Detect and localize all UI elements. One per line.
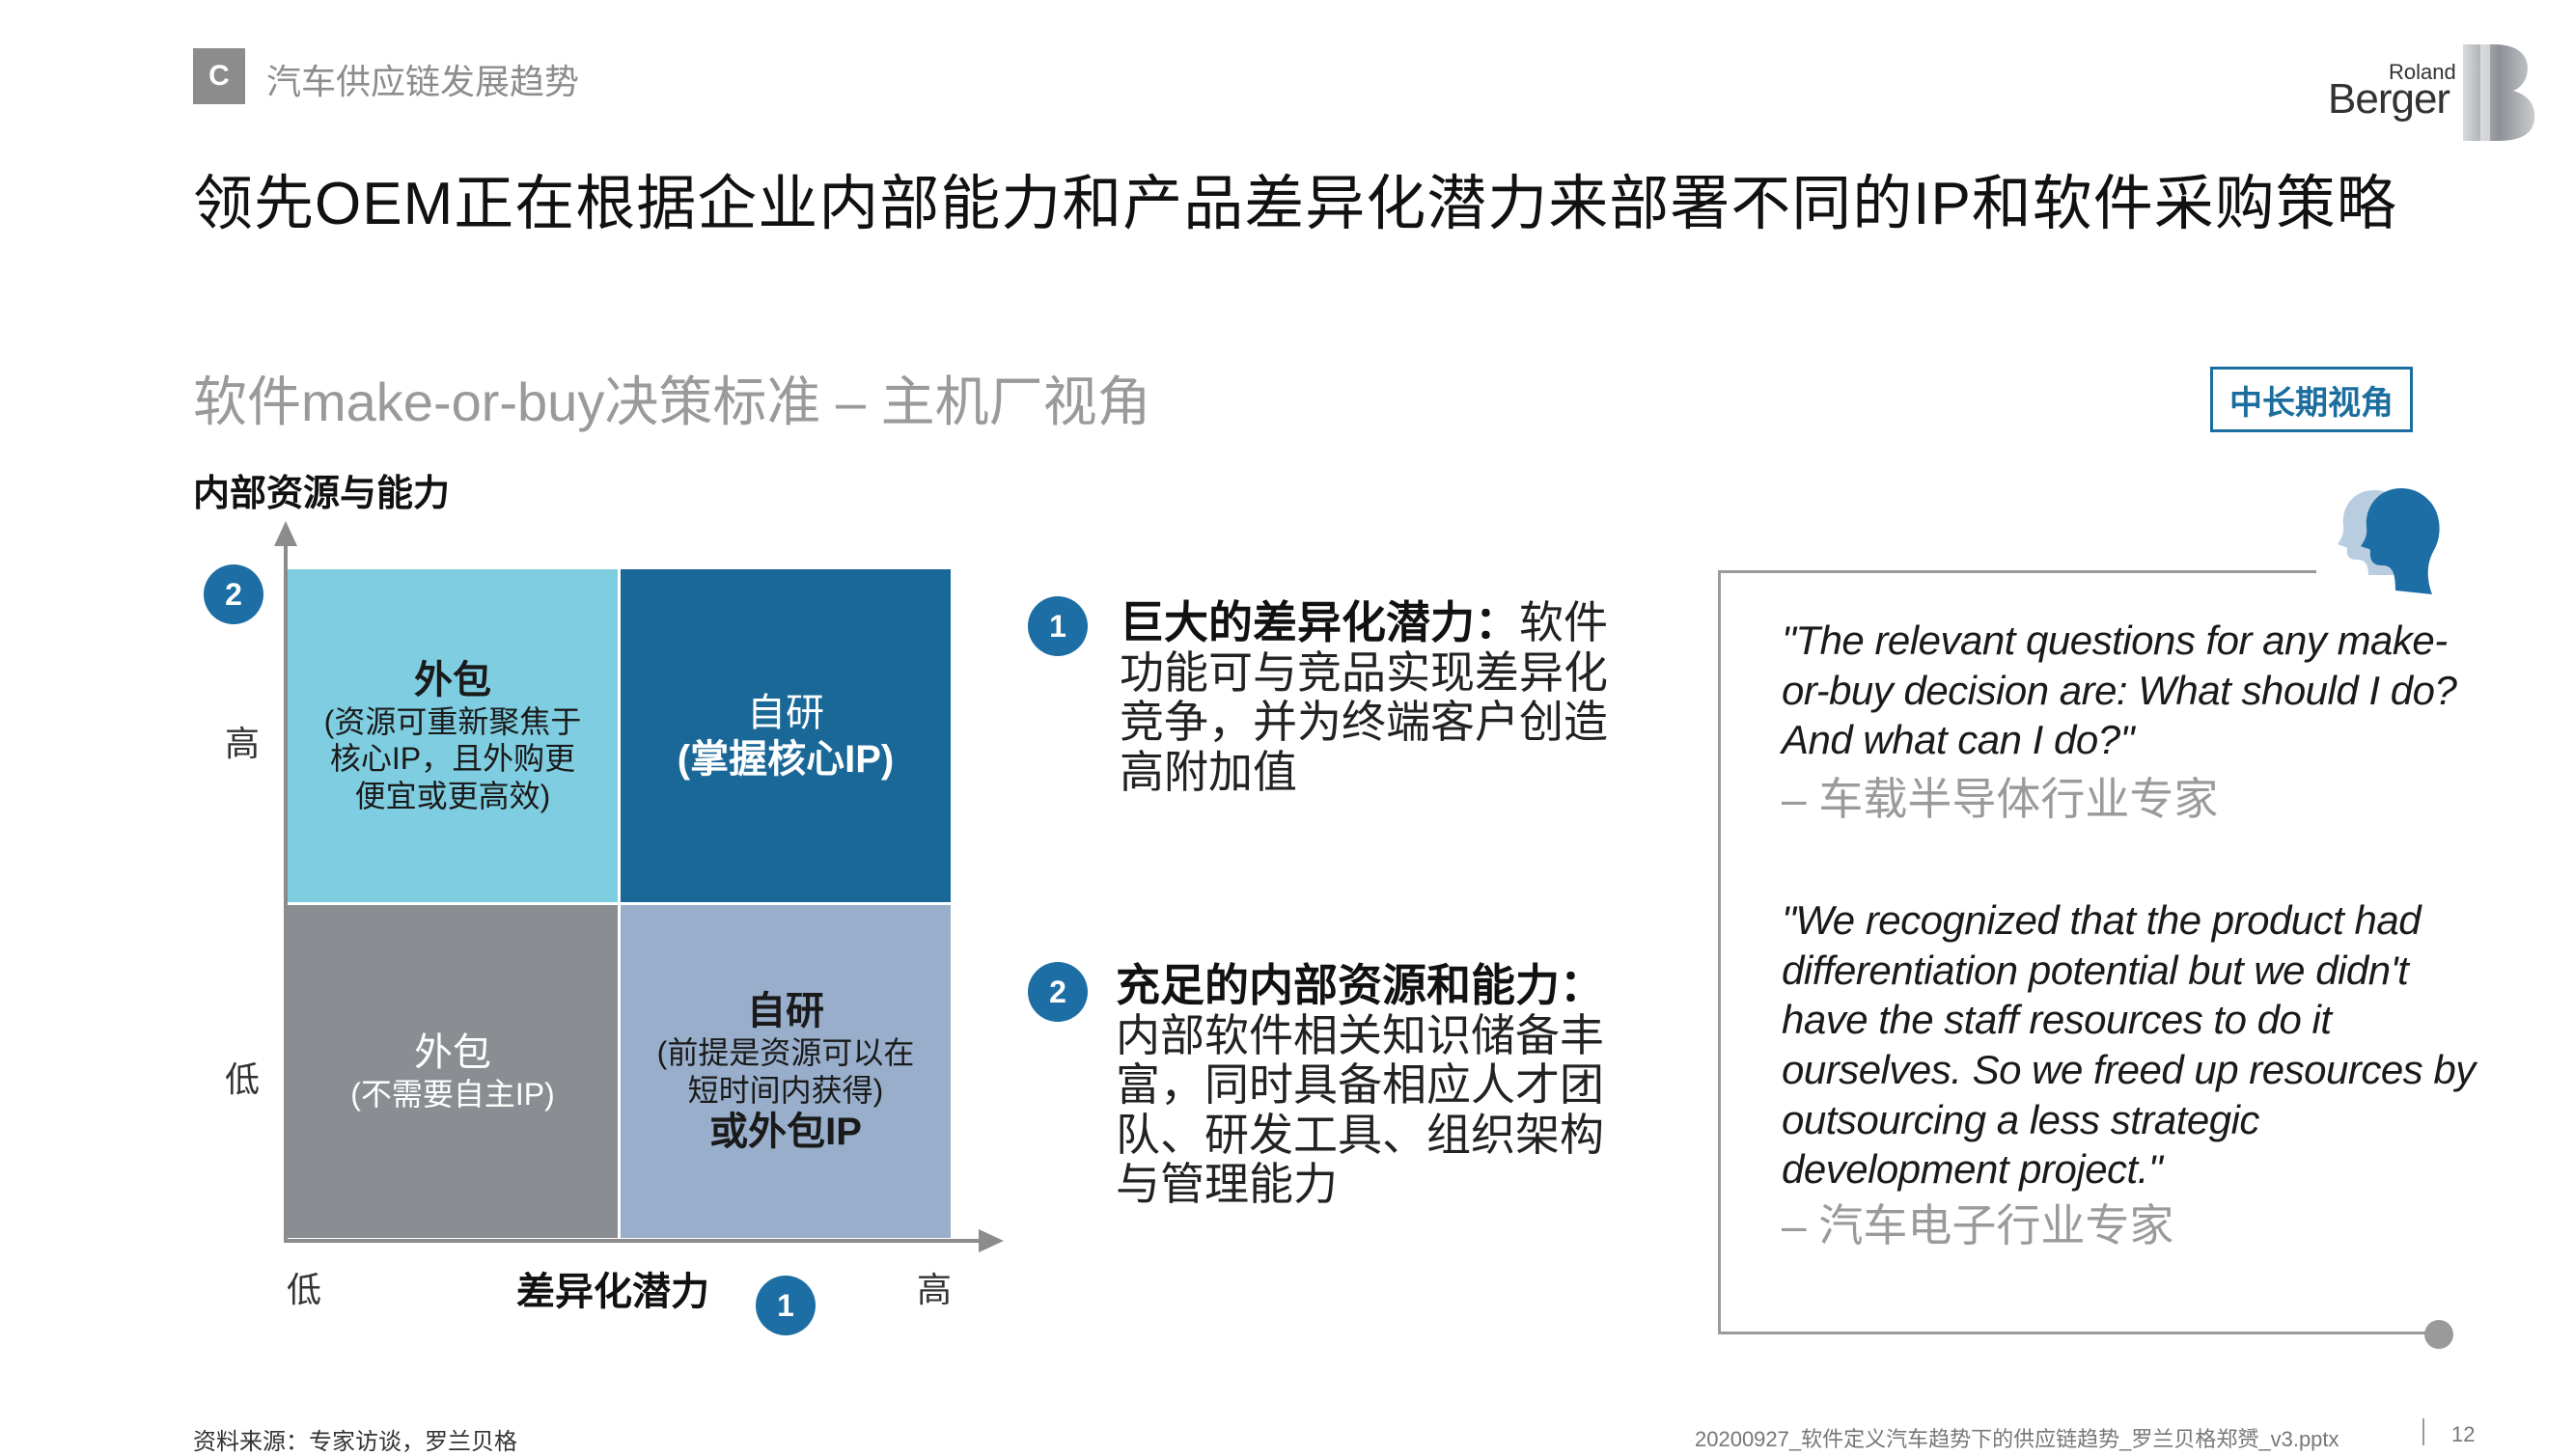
quadrant-note: (掌握核心IP) xyxy=(677,737,895,781)
y-axis-marker: 2 xyxy=(204,564,263,624)
y-axis-arrow-icon xyxy=(274,521,297,546)
y-axis-title: 内部资源与能力 xyxy=(193,474,451,514)
x-tick-low: 低 xyxy=(287,1270,322,1309)
page-title: 领先OEM正在根据企业内部能力和产品差异化潜力来部署不同的IP和软件采购策略 xyxy=(193,171,2397,237)
quote-1: "The relevant questions for any make-or-… xyxy=(1782,618,2457,763)
quadrant-tail: 或外包IP xyxy=(709,1110,862,1153)
quadrant-note-line: 核心IP，且外购更 xyxy=(329,741,576,777)
x-axis-title: 差异化潜力 xyxy=(516,1271,709,1313)
quadrant-title: 外包 xyxy=(414,658,491,701)
quadrant-note: (不需要自主IP) xyxy=(350,1077,555,1113)
y-tick-high: 高 xyxy=(225,724,261,763)
source-note: 资料来源：专家访谈，罗兰贝格 xyxy=(193,1429,517,1455)
page-number: 12 xyxy=(2451,1422,2476,1446)
quadrant-title: 自研 xyxy=(747,691,824,734)
quadrant-bottom-left: 外包 (不需要自主IP) xyxy=(288,905,618,1238)
matrix-axes xyxy=(274,521,1004,1252)
footer-separator xyxy=(2422,1418,2424,1445)
point-2-heading: 充足的内部资源和能力： xyxy=(1116,960,1604,1010)
file-name: 20200927_软件定义汽车趋势下的供应链趋势_罗兰贝格郑赟_v3.pptx xyxy=(1695,1427,2339,1451)
quote-2: "We recognized that the product had diff… xyxy=(1782,897,2476,1193)
quadrant-note-line: 短时间内获得) xyxy=(687,1072,884,1108)
quadrant-note-line: (前提是资源可以在 xyxy=(656,1035,915,1071)
roland-berger-logo-icon xyxy=(2463,44,2535,141)
quote-2-attribution: – 汽车电子行业专家 xyxy=(1782,1200,2174,1250)
point-2-marker: 2 xyxy=(1028,962,1088,1022)
point-1-body: 软件功能可与竞品实现差异化竞争，并为终端客户创造高附加值 xyxy=(1120,597,1608,797)
quadrant-bottom-right: 自研 (前提是资源可以在 短时间内获得) 或外包IP xyxy=(621,905,951,1238)
quote-box xyxy=(1718,572,2451,1334)
perspective-badge: 中长期视角 xyxy=(2210,367,2413,432)
x-axis-marker: 1 xyxy=(756,1276,816,1335)
quadrant-title: 自研 xyxy=(747,990,824,1033)
point-1-marker: 1 xyxy=(1028,596,1088,656)
quadrant-note-line: 便宜或更高效) xyxy=(354,778,551,813)
logo-roland-text: Roland xyxy=(2389,60,2456,84)
section-label: 汽车供应链发展趋势 xyxy=(266,62,580,101)
x-tick-high: 高 xyxy=(917,1270,953,1309)
logo-berger-text: Berger xyxy=(2328,75,2450,123)
y-tick-low: 低 xyxy=(225,1059,261,1099)
quadrant-title: 外包 xyxy=(414,1031,491,1075)
quote-box-top-line xyxy=(1718,570,2316,573)
quadrant-top-right: 自研 (掌握核心IP) xyxy=(621,569,951,902)
point-2-body: 内部软件相关知识储备丰富，同时具备相应人才团队、研发工具、组织架构与管理能力 xyxy=(1116,1009,1604,1210)
quadrant-note-line: (资源可重新聚焦于 xyxy=(323,703,582,739)
point-2-text: 充足的内部资源和能力：内部软件相关知识储备丰富，同时具备相应人才团队、研发工具、… xyxy=(1116,960,1618,1210)
x-axis-arrow-icon xyxy=(979,1229,1004,1252)
section-letter-badge: C xyxy=(193,48,245,104)
expert-heads-icon xyxy=(2338,488,2440,594)
quote-box-end-dot xyxy=(2424,1320,2453,1349)
point-1-heading: 巨大的差异化潜力： xyxy=(1120,597,1519,647)
chart-subtitle: 软件make-or-buy决策标准 – 主机厂视角 xyxy=(193,371,1151,432)
quote-1-attribution: – 车载半导体行业专家 xyxy=(1782,774,2219,824)
point-1-text: 巨大的差异化潜力：软件功能可与竞品实现差异化竞争，并为终端客户创造高附加值 xyxy=(1120,597,1621,797)
quadrant-top-left: 外包 (资源可重新聚焦于 核心IP，且外购更 便宜或更高效) xyxy=(288,569,618,902)
